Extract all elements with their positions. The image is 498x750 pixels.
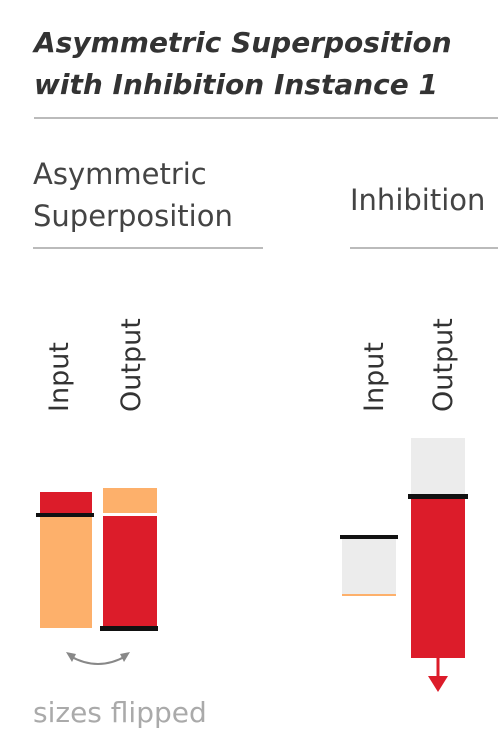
bar-segment [411,438,465,496]
section-heading: Inhibition [350,183,485,217]
bar-segment [411,498,465,658]
bar-segment [103,488,157,513]
bar-segment [40,492,92,515]
arrow-head [428,676,448,692]
swap-arrow [69,655,127,665]
section-heading: Superposition [33,199,233,233]
level-line [340,535,398,539]
note: sizes flipped [33,696,207,729]
title-line: Asymmetric Superposition [32,26,452,59]
bar-segment [103,516,157,628]
column-label: Input [44,342,75,412]
column-label: Output [116,318,147,412]
level-line [100,626,158,631]
level-line [408,494,468,499]
column-label: Input [359,342,390,412]
arrow-head [66,652,130,662]
level-line [342,594,396,596]
section-heading: Asymmetric [33,157,207,191]
bar-segment [40,515,92,628]
level-line [36,513,94,517]
column-label: Output [428,318,459,412]
title-line: with Inhibition Instance 1 [34,68,438,101]
bar-segment [342,538,396,595]
